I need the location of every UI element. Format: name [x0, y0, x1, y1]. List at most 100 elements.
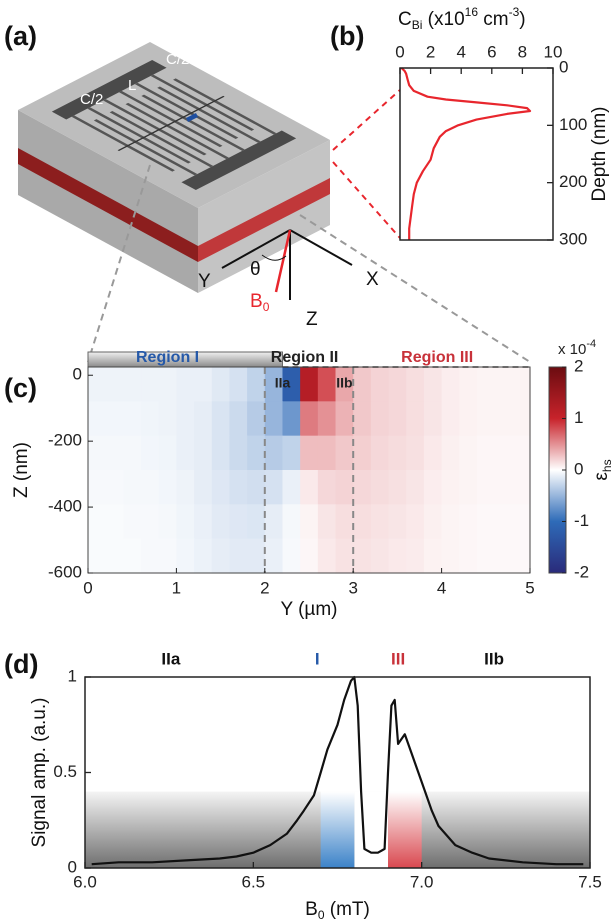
heat-cell	[229, 435, 248, 471]
y-axis-label: Z (nm)	[11, 442, 32, 498]
band	[320, 791, 355, 868]
panel-label: (d)	[4, 649, 38, 679]
angle-arc	[261, 254, 287, 261]
heat-cell	[406, 401, 425, 437]
plot-frame	[399, 67, 554, 241]
axis-label-part: Bi	[412, 18, 423, 32]
heat-cell	[264, 538, 284, 574]
heat-cell	[194, 504, 213, 540]
region-label: III	[391, 649, 405, 668]
heat-cell	[459, 367, 478, 402]
heat-cell	[123, 367, 142, 402]
heat-cell	[317, 538, 337, 574]
heat-cell	[194, 401, 213, 437]
heat-cell	[317, 401, 337, 437]
heat-cell	[406, 367, 425, 402]
heat-cell	[512, 367, 531, 402]
heat-cell	[105, 504, 124, 540]
y-tick-label: 0	[68, 857, 77, 876]
x-tick-label: 2	[426, 42, 435, 61]
heat-cell	[229, 401, 248, 437]
x-tick-label: 0	[83, 578, 92, 597]
y-axis-label: Depth (nm)	[589, 106, 610, 201]
heat-cell	[406, 538, 425, 574]
zoom-line	[332, 161, 401, 239]
heat-cell	[229, 470, 248, 505]
heat-cell	[476, 401, 496, 437]
sub-region-label: IIb	[336, 375, 352, 391]
heat-cell	[141, 401, 160, 437]
heat-cell	[105, 367, 124, 402]
heat-cell	[282, 504, 301, 540]
heat-cell	[176, 435, 195, 471]
heat-cell	[353, 504, 372, 540]
heat-cell	[512, 435, 531, 471]
heat-cell	[441, 435, 460, 471]
colorbar-tick-label: -1	[574, 511, 589, 530]
heat-cell	[423, 401, 443, 437]
axis-name: Z	[306, 309, 318, 330]
x-tick-label: 6.0	[73, 872, 97, 891]
heat-cell	[105, 538, 124, 574]
heat-cell	[423, 538, 443, 574]
heat-cell	[441, 470, 460, 505]
heat-cell	[141, 470, 160, 505]
heat-cell	[264, 504, 284, 540]
heat-cell	[194, 470, 213, 505]
heat-cell	[441, 367, 460, 402]
heat-cell	[88, 401, 107, 437]
heat-cell	[317, 470, 337, 505]
band	[388, 791, 422, 868]
heat-cell	[211, 504, 231, 540]
axis-label-part: 16	[465, 5, 479, 19]
heat-cell	[335, 435, 354, 471]
axis-label-part: (mT)	[325, 899, 370, 920]
heat-cell	[247, 470, 266, 505]
panel-label: (c)	[4, 373, 37, 403]
x-tick-label: 8	[518, 42, 527, 61]
x-tick-label: 0	[395, 42, 404, 61]
region-label: I	[315, 649, 320, 668]
x-tick-label: 5	[525, 578, 534, 597]
colorbar-tick-label: 1	[574, 408, 583, 427]
region-label: IIa	[161, 649, 180, 668]
heat-cell	[494, 470, 513, 505]
sensor-marker	[186, 113, 198, 122]
heat-cell	[494, 367, 513, 402]
bi-layer	[18, 148, 198, 262]
y-tick-label: 0	[559, 57, 568, 76]
heat-cell	[423, 367, 443, 402]
heat-cell	[512, 538, 531, 574]
axis-arrow	[221, 229, 291, 269]
heat-cell	[141, 367, 160, 402]
heat-cell	[300, 504, 319, 540]
heat-cell	[370, 538, 390, 574]
heat-cell	[247, 367, 266, 402]
heat-cell	[158, 401, 177, 437]
heat-cell	[423, 470, 443, 505]
field-label-main: B	[250, 291, 263, 312]
heat-cell	[88, 538, 107, 574]
heat-cell	[211, 367, 231, 402]
x-tick-label: 6.5	[242, 872, 266, 891]
heat-cell	[141, 435, 160, 471]
heat-cell	[194, 538, 213, 574]
heat-cell	[370, 435, 390, 471]
axis-label: B0 (mT)	[305, 899, 370, 922]
heat-cell	[282, 538, 301, 574]
axis-label-part: 0	[318, 908, 325, 922]
zoom-line	[299, 214, 531, 363]
heat-cell	[335, 504, 354, 540]
axis-label-part: -3	[509, 5, 520, 19]
axis-name: Y	[198, 271, 211, 292]
heat-cell	[388, 470, 407, 505]
panel-label: (a)	[4, 21, 37, 51]
heat-cell	[441, 504, 460, 540]
heat-cell	[123, 470, 142, 505]
heat-cell	[353, 470, 372, 505]
data-line	[400, 67, 532, 240]
schematic-label: C/2	[166, 51, 189, 68]
heat-cell	[300, 538, 319, 574]
heat-cell	[88, 435, 107, 471]
panel-label: (b)	[330, 21, 364, 51]
